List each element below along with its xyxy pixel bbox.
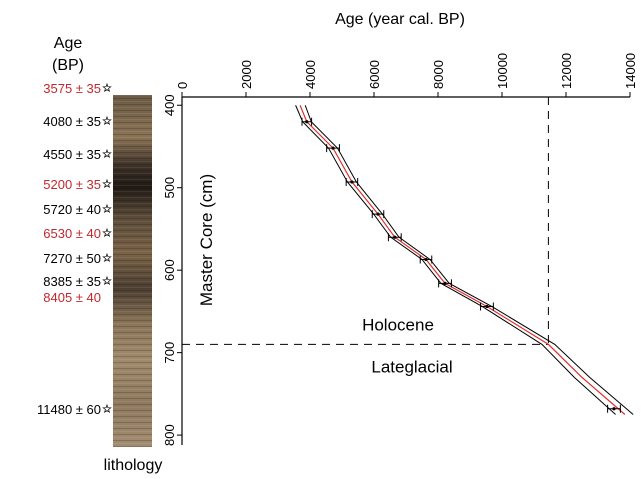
zone-label: Holocene [362,315,434,334]
sample-marker [102,403,112,414]
sample-marker [102,275,112,286]
model-line [299,105,626,415]
envelope-line [304,105,634,415]
x-tick-label: 8000 [431,60,446,89]
sample-age: 8405 ± 40 [43,290,101,305]
age-header: Age [54,35,83,52]
date-point [443,281,447,285]
x-tick-label: 10000 [495,53,510,89]
x-tick-label: 4000 [303,60,318,89]
date-point [331,146,335,150]
x-tick-label: 12000 [559,53,574,89]
sample-marker [102,115,112,126]
lithology-label: lithology [104,457,163,474]
date-point [612,407,616,411]
y-tick-label: 700 [162,342,177,364]
y-tick-label: 800 [162,424,177,446]
y-axis-title: Master Core (cm) [197,174,216,306]
x-tick-label: 0 [175,82,190,89]
y-tick-label: 600 [162,259,177,281]
sample-marker [102,148,112,159]
sample-age: 3575 ± 35 [43,81,101,96]
sample-age: 5720 ± 40 [43,202,101,217]
sample-marker [102,227,112,238]
sample-marker [102,82,112,93]
sample-age: 8385 ± 35 [43,274,101,289]
envelope-line [295,105,616,415]
lithology-bands [113,95,152,447]
sample-marker [102,178,112,189]
date-point [424,257,428,262]
sample-age: 11480 ± 60 [37,402,101,417]
sample-marker [102,203,112,214]
date-point [485,304,489,309]
age-header: (BP) [52,57,84,74]
x-tick-label: 14000 [623,53,638,89]
sample-age: 6530 ± 40 [43,226,101,241]
sample-age: 4550 ± 35 [43,147,101,162]
date-point [376,212,380,216]
sample-age: 5200 ± 35 [43,177,101,192]
sample-marker [102,252,112,263]
y-tick-label: 500 [162,177,177,199]
date-point [350,180,354,184]
x-tick-label: 6000 [367,60,382,89]
date-point [305,120,309,124]
zone-label: Lateglacial [371,357,452,376]
sample-age: 4080 ± 35 [43,114,101,129]
x-axis-title: Age (year cal. BP) [335,11,465,28]
sample-age: 7270 ± 50 [43,251,101,266]
x-tick-label: 2000 [239,60,254,89]
date-point [393,235,397,239]
y-tick-label: 400 [162,94,177,116]
